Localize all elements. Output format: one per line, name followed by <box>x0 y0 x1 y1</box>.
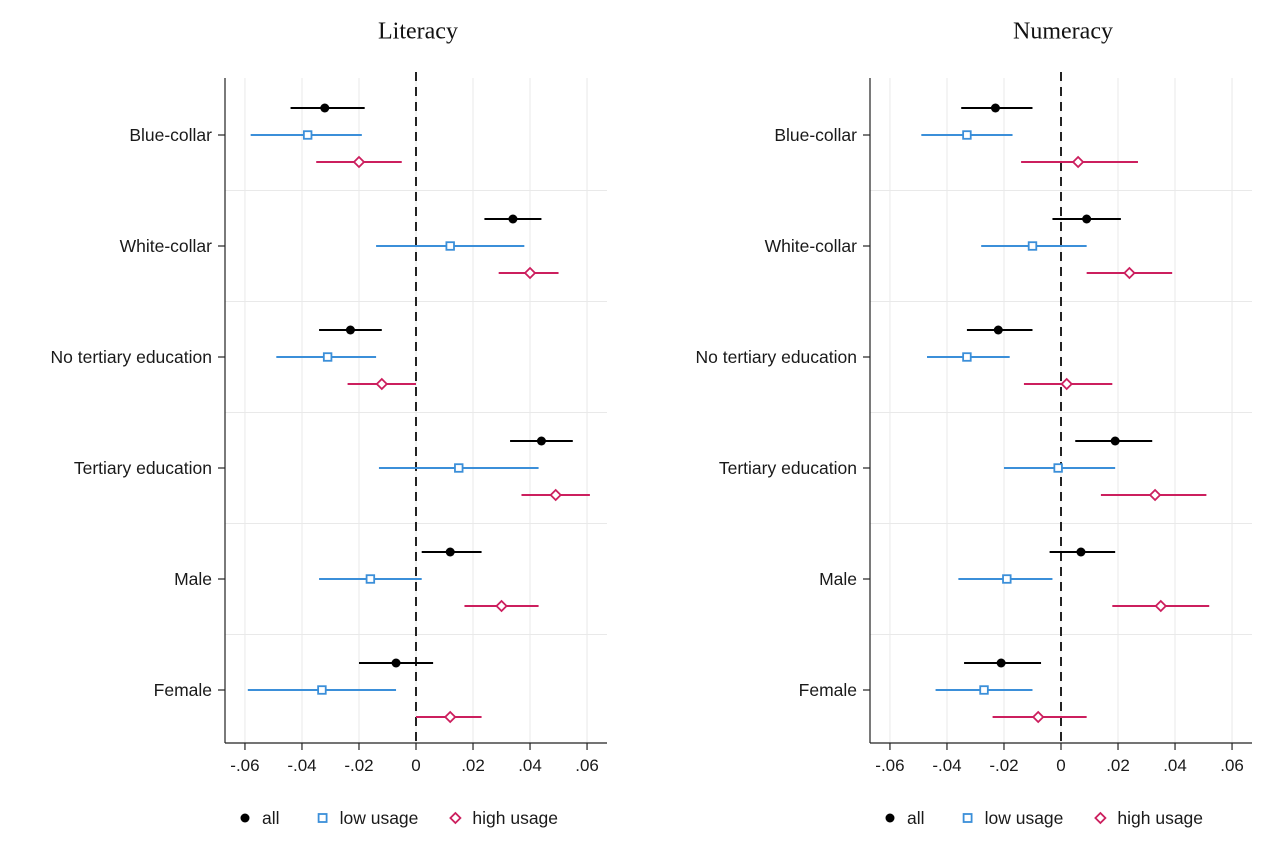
point-low-usage-white-collar <box>445 241 455 251</box>
point-high-usage-no-tertiary-education <box>375 377 389 391</box>
category-label-tertiary-education: Tertiary education <box>74 458 212 478</box>
x-tick-label: -.02 <box>344 756 373 775</box>
legend-marker-low-usage <box>317 813 328 823</box>
point-all-tertiary-education <box>536 436 546 446</box>
category-label-white-collar: White-collar <box>120 236 213 256</box>
legend-marker-all <box>240 813 250 823</box>
point-high-usage-white-collar <box>1123 266 1136 280</box>
panel-numeracy: Numeracy -.06 -.04 -.02 0 .02 .04 .06 Blue-colla… <box>696 19 1252 828</box>
legend-label-all: all <box>262 808 280 828</box>
point-low-usage-female <box>979 685 989 695</box>
point-high-usage-white-collar <box>523 266 537 280</box>
legend-marker-all <box>885 813 895 823</box>
point-high-usage-blue-collar <box>352 155 366 169</box>
legend: all low usage high usage <box>885 808 1203 828</box>
x-tick-label: -.06 <box>875 756 904 775</box>
legend-label-low-usage: low usage <box>985 808 1064 828</box>
point-all-tertiary-education <box>1110 436 1120 446</box>
x-tick-label: -.02 <box>989 756 1018 775</box>
point-all-white-collar <box>508 214 518 224</box>
point-low-usage-no-tertiary-education <box>962 352 972 362</box>
legend-marker-low-usage <box>962 813 973 823</box>
x-tick-label: .04 <box>1163 756 1187 775</box>
legend: all low usage high usage <box>240 808 558 828</box>
point-low-usage-no-tertiary-education <box>322 352 333 362</box>
legend-marker-high-usage <box>449 811 462 825</box>
category-label-tertiary-education: Tertiary education <box>719 458 857 478</box>
panel-title: Numeracy <box>1013 19 1113 45</box>
x-tick-label: .02 <box>1106 756 1130 775</box>
point-high-usage-no-tertiary-education <box>1060 377 1073 391</box>
category-label-no-tertiary-education: No tertiary education <box>51 347 212 367</box>
point-all-female <box>391 658 401 668</box>
x-tick-label: -.06 <box>230 756 259 775</box>
category-label-no-tertiary-education: No tertiary education <box>696 347 857 367</box>
point-low-usage-male <box>365 574 376 584</box>
point-high-usage-tertiary-education <box>549 488 562 502</box>
point-low-usage-tertiary-education <box>1053 463 1063 473</box>
point-low-usage-blue-collar <box>962 130 972 140</box>
point-low-usage-male <box>1002 574 1012 584</box>
x-tick-label: -.04 <box>932 756 961 775</box>
point-low-usage-blue-collar <box>302 130 313 140</box>
point-high-usage-female <box>443 710 457 724</box>
x-tick-label: 0 <box>411 756 420 775</box>
x-tick-label: .04 <box>518 756 542 775</box>
category-label-blue-collar: Blue-collar <box>129 125 212 145</box>
point-low-usage-female <box>317 685 327 695</box>
point-all-blue-collar <box>320 103 330 113</box>
category-label-white-collar: White-collar <box>765 236 858 256</box>
legend-label-low-usage: low usage <box>340 808 419 828</box>
x-tick-label: -.04 <box>287 756 316 775</box>
legend-label-all: all <box>907 808 925 828</box>
point-high-usage-male <box>495 599 508 613</box>
category-label-female: Female <box>799 680 857 700</box>
x-tick-label: .02 <box>461 756 485 775</box>
category-label-male: Male <box>174 569 212 589</box>
legend-marker-high-usage <box>1094 811 1107 825</box>
point-all-male <box>445 547 455 557</box>
panel-title: Literacy <box>378 19 458 45</box>
legend-label-high-usage: high usage <box>472 808 558 828</box>
legend-label-high-usage: high usage <box>1117 808 1203 828</box>
x-tick-label: .06 <box>1220 756 1244 775</box>
category-label-female: Female <box>154 680 212 700</box>
point-low-usage-white-collar <box>1027 241 1038 251</box>
point-all-blue-collar <box>990 103 1000 113</box>
point-high-usage-tertiary-education <box>1148 488 1162 502</box>
category-label-blue-collar: Blue-collar <box>774 125 857 145</box>
panel-literacy: Literacy -.06 -.04 -.02 0 .02 .04 .06 Blue-colla… <box>51 19 607 828</box>
point-high-usage-female <box>1031 710 1045 724</box>
point-low-usage-tertiary-education <box>454 463 464 473</box>
point-all-no-tertiary-education <box>993 325 1003 335</box>
x-tick-label: 0 <box>1056 756 1065 775</box>
point-all-male <box>1076 547 1086 557</box>
point-high-usage-blue-collar <box>1071 155 1085 169</box>
point-high-usage-male <box>1154 599 1168 613</box>
point-all-no-tertiary-education <box>345 325 355 335</box>
point-all-white-collar <box>1082 214 1092 224</box>
x-tick-label: .06 <box>575 756 599 775</box>
category-label-male: Male <box>819 569 857 589</box>
point-all-female <box>996 658 1006 668</box>
